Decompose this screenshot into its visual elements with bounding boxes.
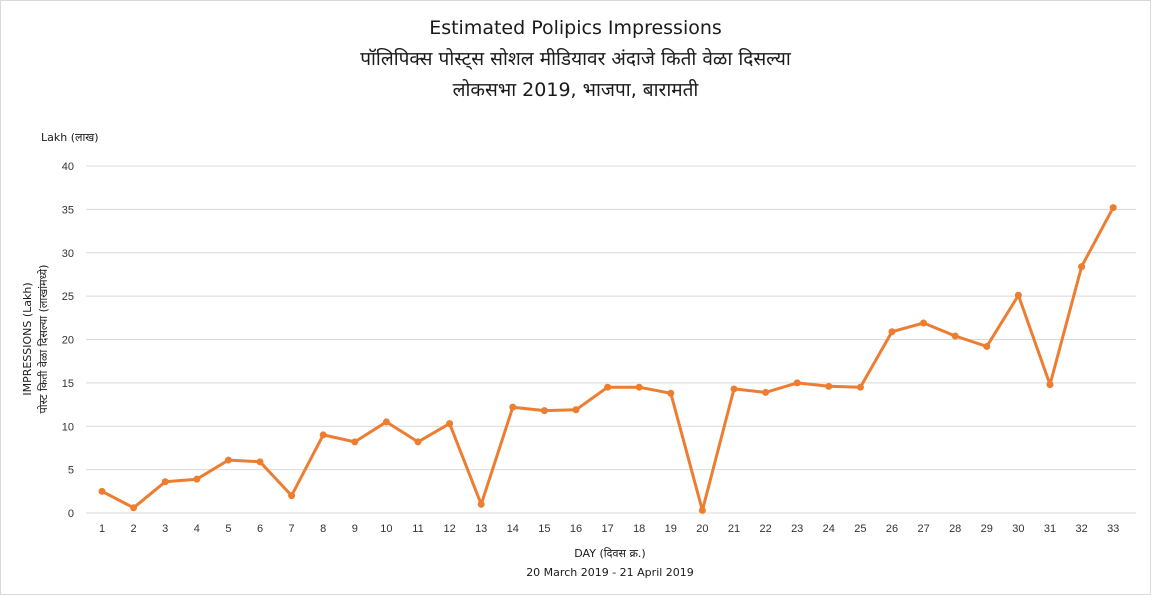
x-tick-label: 32 <box>1075 523 1087 535</box>
x-tick-label: 27 <box>917 523 929 535</box>
x-tick-label: 7 <box>289 523 295 535</box>
data-point <box>730 385 738 393</box>
data-point <box>540 407 548 415</box>
data-point <box>382 418 390 426</box>
x-tick-label: 30 <box>1012 523 1024 535</box>
x-tick-label: 14 <box>507 523 519 535</box>
x-tick-label: 29 <box>981 523 993 535</box>
x-tick-label: 20 <box>696 523 708 535</box>
data-point <box>667 389 675 397</box>
data-point <box>951 332 959 340</box>
x-tick-label: 22 <box>759 523 771 535</box>
x-axis-sublabel: 20 March 2019 - 21 April 2019 <box>526 566 694 579</box>
x-tick-label: 26 <box>886 523 898 535</box>
data-point <box>793 379 801 387</box>
data-point <box>572 406 580 414</box>
data-point <box>319 431 327 439</box>
x-tick-label: 21 <box>728 523 740 535</box>
x-tick-label: 13 <box>475 523 487 535</box>
data-point <box>920 319 928 327</box>
data-point <box>1078 263 1086 271</box>
y-tick-labels: 0 5 10 15 20 25 30 35 40 <box>62 161 74 520</box>
x-tick-label: 6 <box>257 523 263 535</box>
title-line-2: पॉलिपिक्स पोस्ट्स सोशल मीडियावर अंदाजे क… <box>360 48 791 70</box>
data-point <box>98 487 106 495</box>
data-point <box>856 383 864 391</box>
y-tick-label: 25 <box>62 291 74 303</box>
x-tick-label: 2 <box>131 523 137 535</box>
data-point <box>161 478 169 486</box>
x-tick-label: 4 <box>194 523 200 535</box>
y-axis-label-1: IMPRESSIONS (Lakh) <box>21 282 34 395</box>
data-point <box>256 458 264 466</box>
data-point <box>604 383 612 391</box>
x-tick-label: 25 <box>854 523 866 535</box>
x-tick-label: 8 <box>320 523 326 535</box>
x-axis-label: DAY (दिवस क्र.) <box>574 547 645 560</box>
x-tick-label: 12 <box>443 523 455 535</box>
y-tick-label: 30 <box>62 248 74 260</box>
y-tick-label: 15 <box>62 378 74 390</box>
data-point <box>193 475 201 483</box>
data-points <box>98 204 1117 514</box>
chart-title: Estimated Polipics Impressions पॉलिपिक्स… <box>1 13 1150 106</box>
x-tick-label: 3 <box>162 523 168 535</box>
y-tick-label: 20 <box>62 335 74 347</box>
data-point <box>1046 381 1054 389</box>
unit-label: Lakh (लाख) <box>41 131 99 144</box>
x-tick-labels: 1 2 3 4 5 6 7 8 9 10 11 12 13 14 15 16 17 18 19 20 21 22 23 24 2… <box>99 523 1119 535</box>
x-tick-label: 23 <box>791 523 803 535</box>
x-tick-label: 24 <box>823 523 835 535</box>
data-point <box>351 438 359 446</box>
x-tick-label: 5 <box>225 523 231 535</box>
y-tick-label: 5 <box>68 465 74 477</box>
x-tick-label: 18 <box>633 523 645 535</box>
title-line-3: लोकसभा 2019, भाजपा, बारामती <box>452 79 699 101</box>
data-point <box>888 328 896 336</box>
gridlines <box>86 165 1136 514</box>
x-tick-label: 31 <box>1044 523 1056 535</box>
data-point <box>477 500 485 508</box>
x-tick-label: 9 <box>352 523 358 535</box>
y-axis-label-2: पोस्ट किती वेळा दिसल्या (लाखांमध्ये) <box>37 265 50 414</box>
data-point <box>1109 204 1117 212</box>
data-point <box>762 388 770 396</box>
y-tick-label: 0 <box>68 508 74 520</box>
data-point <box>1014 291 1022 299</box>
y-tick-label: 10 <box>62 421 74 433</box>
data-point <box>130 504 138 512</box>
x-tick-label: 15 <box>538 523 550 535</box>
y-tick-label: 35 <box>62 204 74 216</box>
data-point <box>983 342 991 350</box>
title-line-1: Estimated Polipics Impressions <box>429 17 722 39</box>
x-tick-label: 1 <box>99 523 105 535</box>
x-tick-label: 16 <box>570 523 582 535</box>
x-tick-label: 11 <box>412 523 423 535</box>
y-tick-label: 40 <box>62 161 74 173</box>
x-tick-label: 19 <box>665 523 677 535</box>
x-tick-label: 28 <box>949 523 961 535</box>
data-point <box>224 456 232 464</box>
data-point <box>825 382 833 390</box>
data-point <box>288 492 296 500</box>
data-point <box>509 403 517 411</box>
data-point <box>635 383 643 391</box>
data-point <box>446 420 454 428</box>
x-tick-label: 33 <box>1107 523 1119 535</box>
x-tick-label: 10 <box>380 523 392 535</box>
data-point <box>414 438 422 446</box>
data-point <box>698 506 706 514</box>
x-tick-label: 17 <box>601 523 613 535</box>
